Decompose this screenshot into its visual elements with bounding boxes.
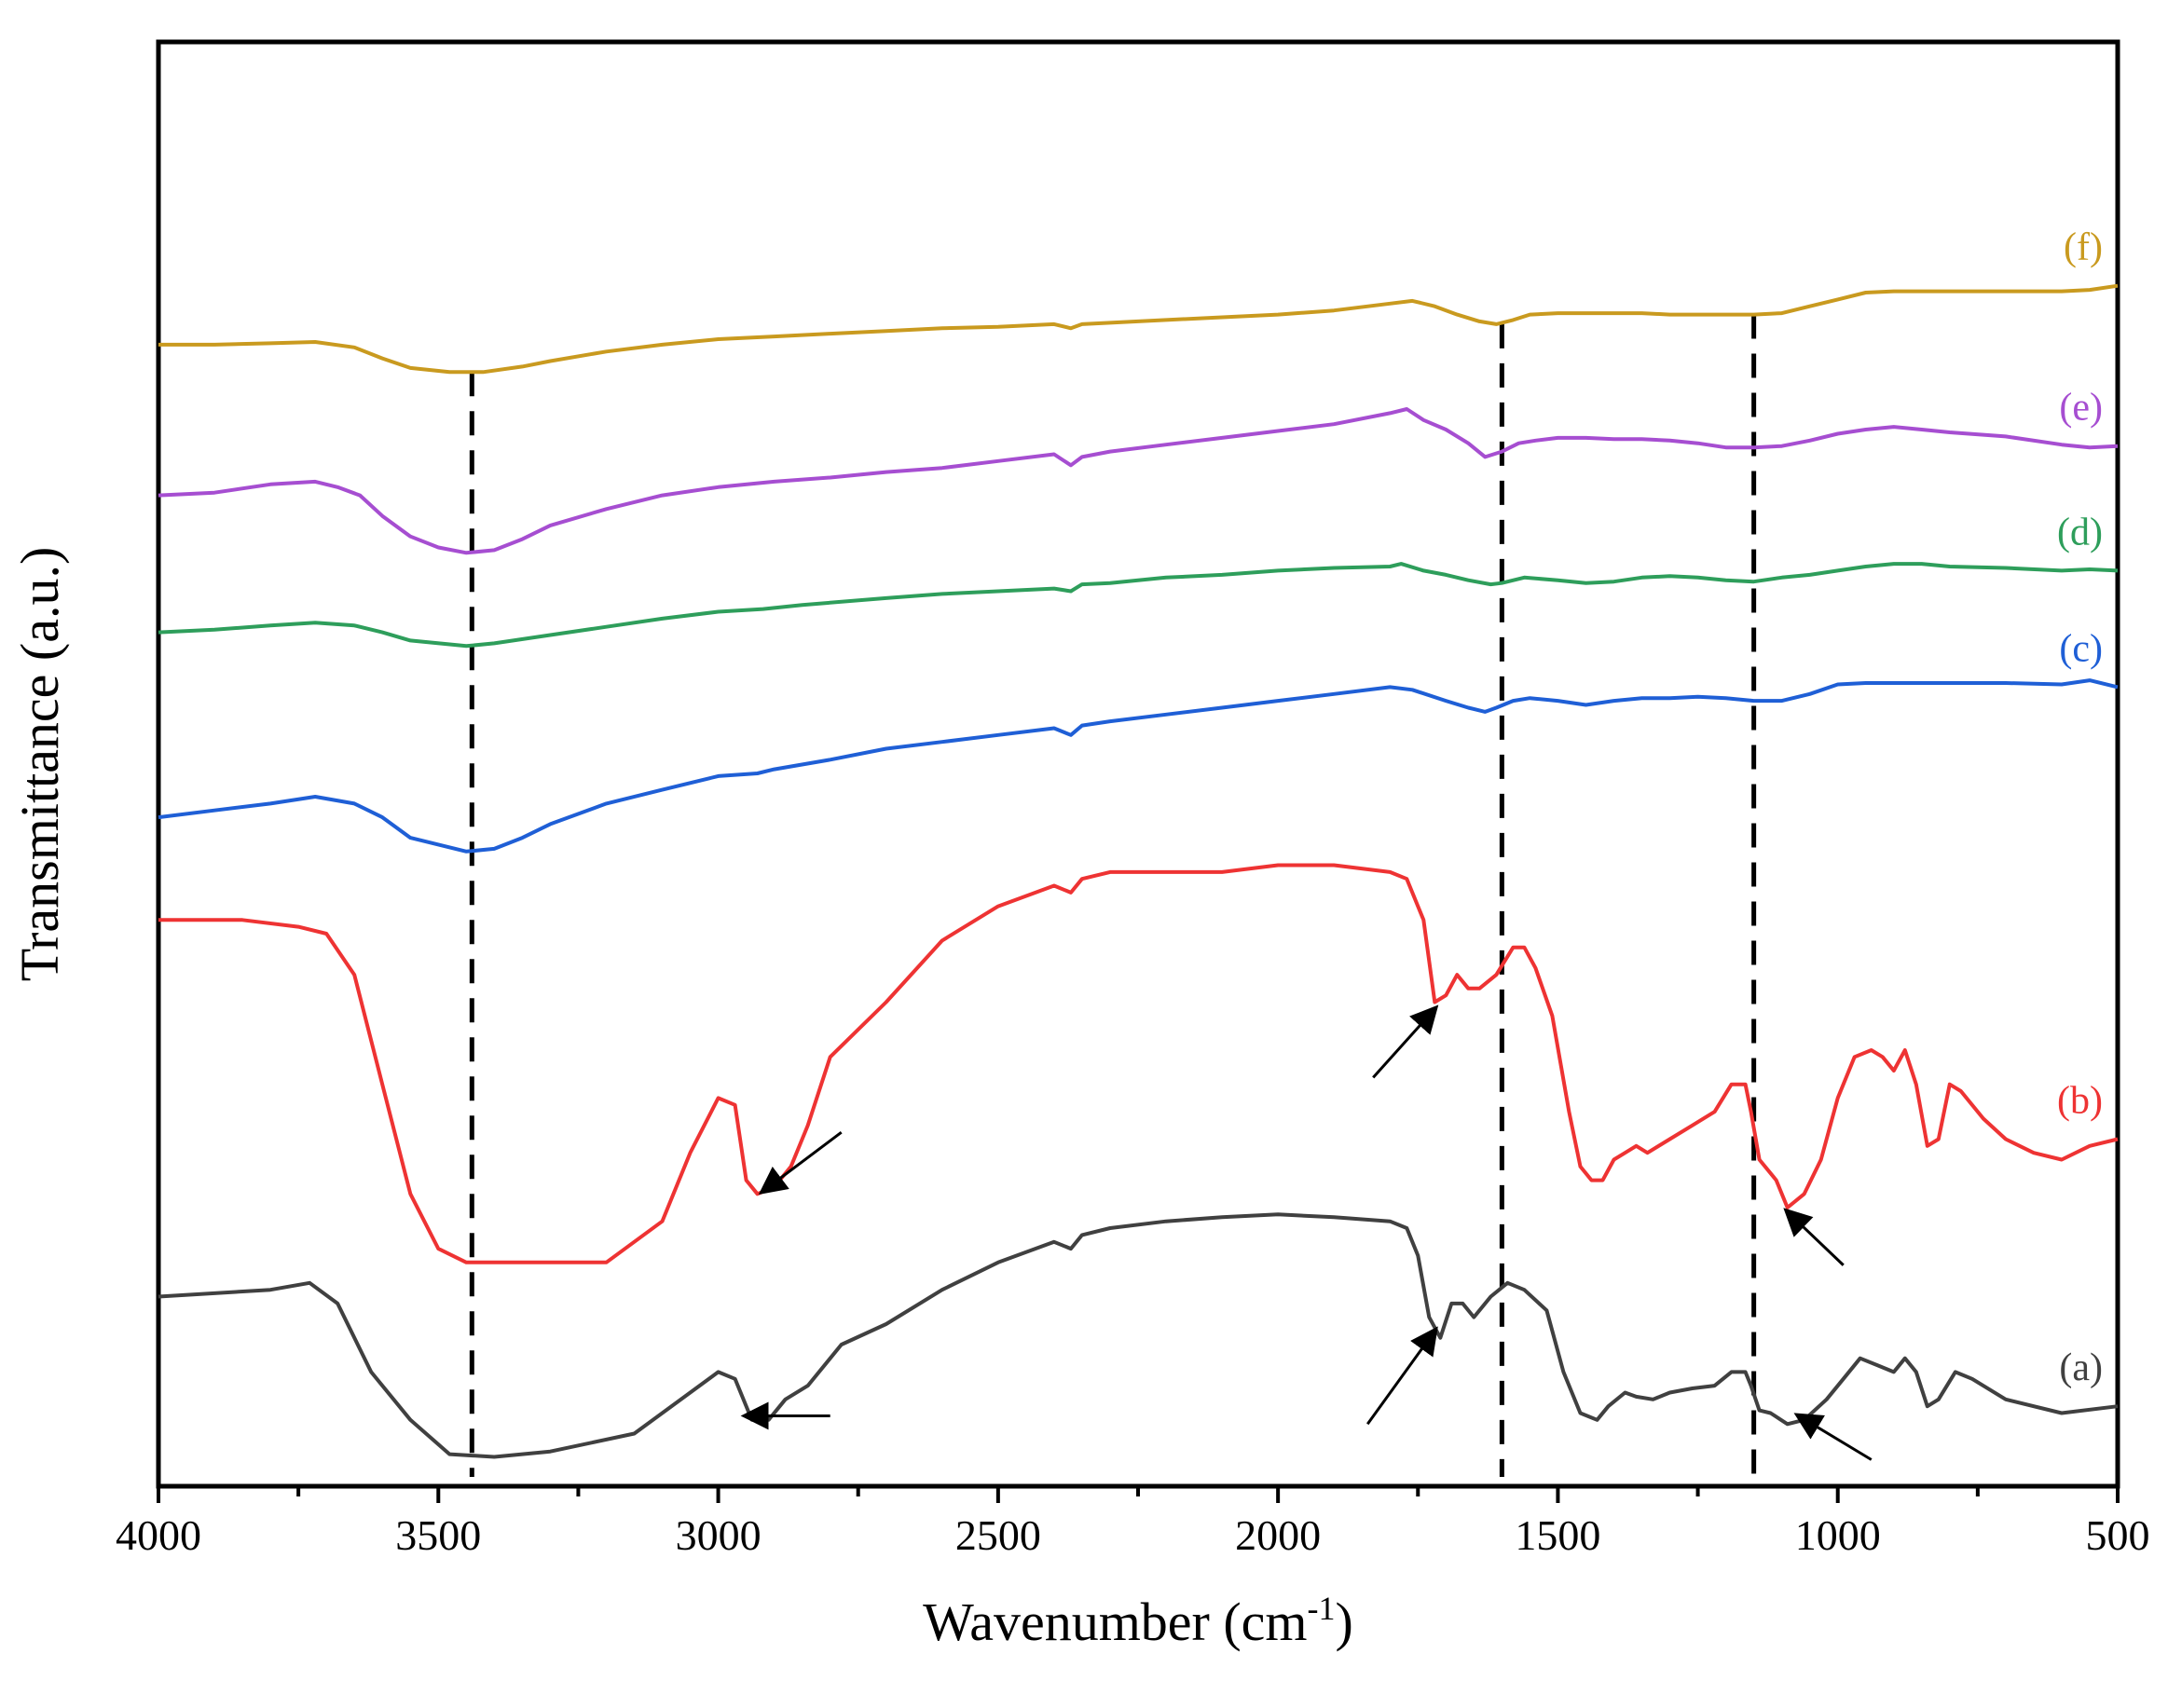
series-line-f — [158, 283, 2119, 375]
x-tick-label-2000: 2000 — [1235, 1511, 1321, 1559]
x-tick-label-3500: 3500 — [395, 1511, 481, 1559]
x-tick-label-2500: 2500 — [955, 1511, 1041, 1559]
series-label-a: (a) — [2059, 1346, 2103, 1389]
y-axis-title: Transmittance (a.u.) — [9, 547, 70, 982]
series-label-c: (c) — [2059, 627, 2103, 670]
series-line-b — [158, 863, 2119, 1264]
x-tick-label-3000: 3000 — [676, 1511, 762, 1559]
plot-frame — [156, 39, 2120, 1489]
series-label-e: (e) — [2059, 387, 2103, 430]
x-axis-title: Wavenumber (cm-1) — [923, 1590, 1353, 1652]
annotation-arrow-3 — [1793, 1413, 1873, 1461]
annotation-arrow-4 — [758, 1130, 843, 1195]
series-line-d — [158, 562, 2119, 649]
series-line-a — [158, 1212, 2119, 1459]
series-line-c — [158, 678, 2119, 854]
series-layer — [158, 283, 2119, 1459]
x-tick-label-1000: 1000 — [1795, 1511, 1881, 1559]
annotation-layer — [740, 1004, 1873, 1461]
x-tick-label-500: 500 — [2086, 1511, 2150, 1559]
x-axis-ticks — [157, 1486, 2120, 1503]
series-label-b: (b) — [2057, 1080, 2103, 1123]
annotation-arrow-6 — [1783, 1208, 1845, 1266]
series-labels: (a) (b) (c) (d) (e) (f) — [2057, 226, 2103, 1389]
x-axis-tick-labels: 4000 3500 3000 2500 2000 1500 1000 500 — [116, 1511, 2150, 1559]
x-tick-label-4000: 4000 — [116, 1511, 201, 1559]
x-tick-label-1500: 1500 — [1515, 1511, 1600, 1559]
annotation-arrow-2 — [1366, 1326, 1438, 1426]
annotation-arrow-5 — [1372, 1004, 1439, 1079]
reference-lines — [469, 314, 1757, 1477]
x-axis-title-superscript: -1 — [1308, 1590, 1336, 1627]
series-label-f: (f) — [2064, 226, 2103, 269]
series-label-d: (d) — [2057, 511, 2103, 553]
series-line-e — [158, 407, 2119, 555]
